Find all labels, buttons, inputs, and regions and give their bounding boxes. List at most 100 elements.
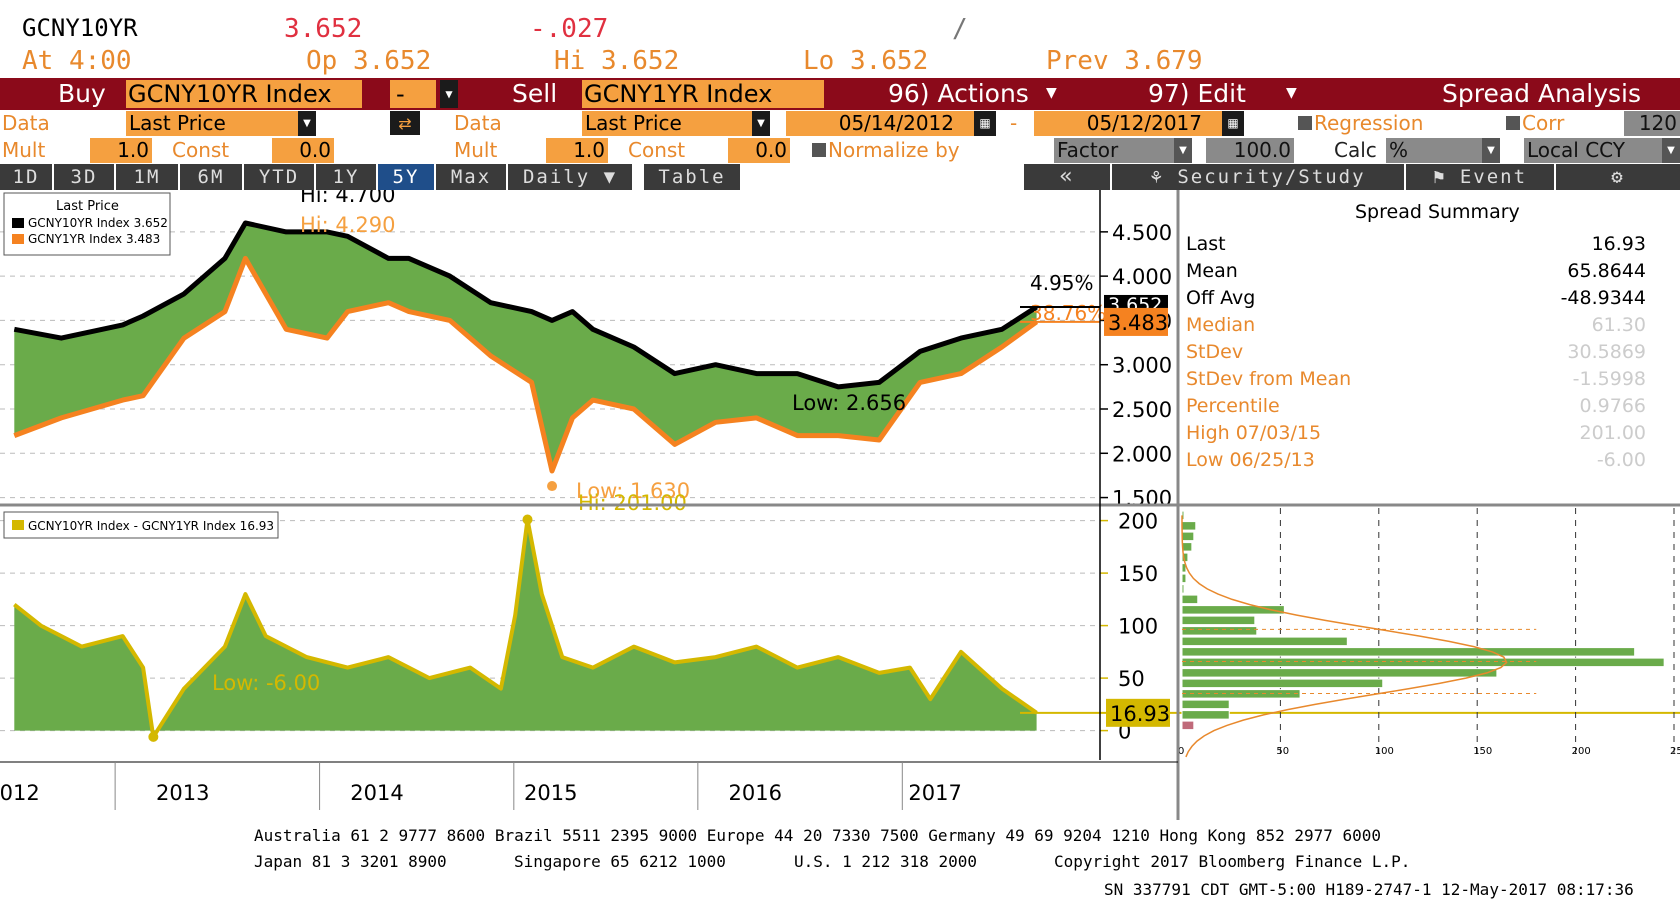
- sell-ticker-input[interactable]: GCNY1YR Index: [582, 80, 824, 108]
- corr-window-input[interactable]: 120: [1624, 111, 1680, 136]
- operator-dropdown-icon[interactable]: ▼: [440, 80, 458, 108]
- legend-box: [3, 511, 279, 539]
- spread-last-tag-text: 16.93: [1110, 702, 1170, 726]
- mult2-input[interactable]: 1.0: [546, 138, 608, 163]
- factor-dropdown-icon[interactable]: ▼: [1174, 138, 1192, 163]
- swap-icon[interactable]: ⇄: [390, 111, 420, 135]
- footer-contacts-line1: Australia 61 2 9777 8600 Brazil 5511 239…: [254, 826, 1382, 845]
- separator-slash: /: [952, 14, 968, 44]
- spread-summary: Spread Summary Last 16.93 Mean 65.8644 Off Av…: [1186, 201, 1646, 471]
- legend-entry: GCNY1YR Index 3.483: [28, 232, 160, 246]
- summary-label: Last: [1186, 233, 1226, 255]
- spread-tick-label: 50: [1118, 667, 1145, 691]
- tab-1y[interactable]: 1Y: [316, 164, 376, 190]
- end-calendar-icon[interactable]: ▦: [1222, 111, 1244, 136]
- hist-bar: [1181, 626, 1258, 636]
- chart-frame: [0, 190, 1680, 820]
- corr-checkbox[interactable]: [1506, 116, 1520, 130]
- summary-value: 0.9766: [1580, 395, 1646, 417]
- normalize-checkbox[interactable]: [812, 143, 826, 157]
- histogram-panel: 0 50 100 150 200 250: [1178, 508, 1680, 760]
- calc-dropdown-icon[interactable]: ▼: [1482, 138, 1500, 163]
- tab-ytd[interactable]: YTD: [244, 164, 314, 190]
- hist-bar: [1181, 678, 1384, 689]
- tab-3d[interactable]: 3D: [54, 164, 114, 190]
- summary-label: Off Avg: [1186, 287, 1255, 309]
- const-label: Const: [172, 138, 230, 162]
- calc-select[interactable]: %: [1386, 138, 1482, 163]
- quote-header: GCNY10YR 3.652 -.027 / At 4:00 Op 3.652 …: [0, 0, 1680, 78]
- regression-checkbox[interactable]: [1298, 116, 1312, 130]
- low-1y-label: Low: 1.630: [576, 479, 690, 503]
- buy-ticker-input[interactable]: GCNY10YR Index: [126, 80, 362, 108]
- spread-high-label: Hi: 201.00: [578, 491, 687, 515]
- frequency-select[interactable]: Daily ▼: [508, 164, 632, 190]
- summary-label: StDev from Mean: [1186, 368, 1351, 390]
- data-label: Data: [2, 111, 50, 135]
- start-date-input[interactable]: 05/14/2012: [786, 111, 974, 136]
- hist-bar: [1181, 636, 1348, 647]
- open-price: Op 3.652: [306, 46, 432, 76]
- flag-icon: ⚑: [1432, 166, 1460, 188]
- footer-singapore: Singapore 65 6212 1000: [514, 852, 726, 871]
- actions-menu[interactable]: 96) Actions: [888, 79, 1029, 108]
- at-time: At 4:00: [22, 46, 132, 76]
- low-price: Lo 3.652: [803, 46, 929, 76]
- data2-select[interactable]: Last Price: [582, 111, 754, 136]
- factor-value-input[interactable]: 100.0: [1206, 138, 1294, 163]
- tab-6m[interactable]: 6M: [180, 164, 242, 190]
- currency-dropdown-icon[interactable]: ▼: [1662, 138, 1680, 163]
- event-button[interactable]: ⚑ Event: [1406, 164, 1554, 190]
- hist-tick-label: 0: [1178, 746, 1184, 757]
- operator-select[interactable]: -: [390, 80, 436, 108]
- spread-analysis-title: Spread Analysis: [1442, 79, 1641, 108]
- spread-tick-label: 200: [1118, 510, 1158, 534]
- back-chevron-icon[interactable]: «: [1024, 164, 1110, 190]
- price-tick-label: 2.500: [1112, 398, 1172, 422]
- edit-menu[interactable]: 97) Edit: [1148, 79, 1246, 108]
- regression-label: Regression: [1314, 111, 1424, 135]
- price-tick-label: 4.000: [1112, 265, 1172, 289]
- price-tick-label: 3.000: [1112, 354, 1172, 378]
- summary-value: 61.30: [1592, 314, 1646, 336]
- table-button[interactable]: Table: [644, 164, 740, 190]
- const-input[interactable]: 0.0: [272, 138, 334, 163]
- low-1y-marker: [547, 481, 558, 492]
- gear-icon[interactable]: ⚙: [1556, 164, 1680, 190]
- security-study-button[interactable]: ⚘ Security/Study: [1112, 164, 1404, 190]
- hist-bar: [1181, 510, 1185, 521]
- summary-label: Low 06/25/13: [1186, 449, 1315, 471]
- legend-entry: GCNY10YR Index - GCNY1YR Index 16.93: [28, 519, 274, 533]
- data-select[interactable]: Last Price: [126, 111, 298, 136]
- spread-low-label: Low: -6.00: [212, 671, 320, 695]
- currency-select[interactable]: Local CCY: [1524, 138, 1662, 163]
- ticker: GCNY10YR: [22, 14, 138, 42]
- hist-bar: [1181, 594, 1199, 605]
- tab-1m[interactable]: 1M: [116, 164, 178, 190]
- start-calendar-icon[interactable]: ▦: [974, 111, 996, 136]
- mult-input[interactable]: 1.0: [90, 138, 152, 163]
- hist-bar: [1181, 584, 1185, 594]
- mult-row: Mult 1.0 Const 0.0 Mult 1.0 Const 0.0 No…: [0, 137, 1680, 164]
- actions-chevron-icon[interactable]: ▼: [1046, 85, 1057, 101]
- summary-value: -1.5998: [1573, 368, 1646, 390]
- tab-5y[interactable]: 5Y: [378, 164, 434, 190]
- end-date-input[interactable]: 05/12/2017: [1034, 111, 1222, 136]
- last-price: 3.652: [284, 14, 363, 44]
- security-study-label: Security/Study: [1177, 166, 1366, 188]
- legend-swatch: [12, 520, 24, 530]
- data-dropdown-icon[interactable]: ▼: [298, 111, 316, 136]
- year-label: 2012: [0, 781, 40, 805]
- summary-label: High 07/03/15: [1186, 422, 1321, 444]
- normalize-label: Normalize by: [828, 138, 960, 162]
- factor-select[interactable]: Factor: [1054, 138, 1174, 163]
- data2-dropdown-icon[interactable]: ▼: [752, 111, 770, 136]
- edit-chevron-icon[interactable]: ▼: [1286, 85, 1297, 101]
- tab-max[interactable]: Max: [436, 164, 506, 190]
- const2-input[interactable]: 0.0: [728, 138, 790, 163]
- chart-study-icon: ⚘: [1150, 166, 1178, 188]
- summary-label: Mean: [1186, 260, 1238, 282]
- tab-1d[interactable]: 1D: [0, 164, 52, 190]
